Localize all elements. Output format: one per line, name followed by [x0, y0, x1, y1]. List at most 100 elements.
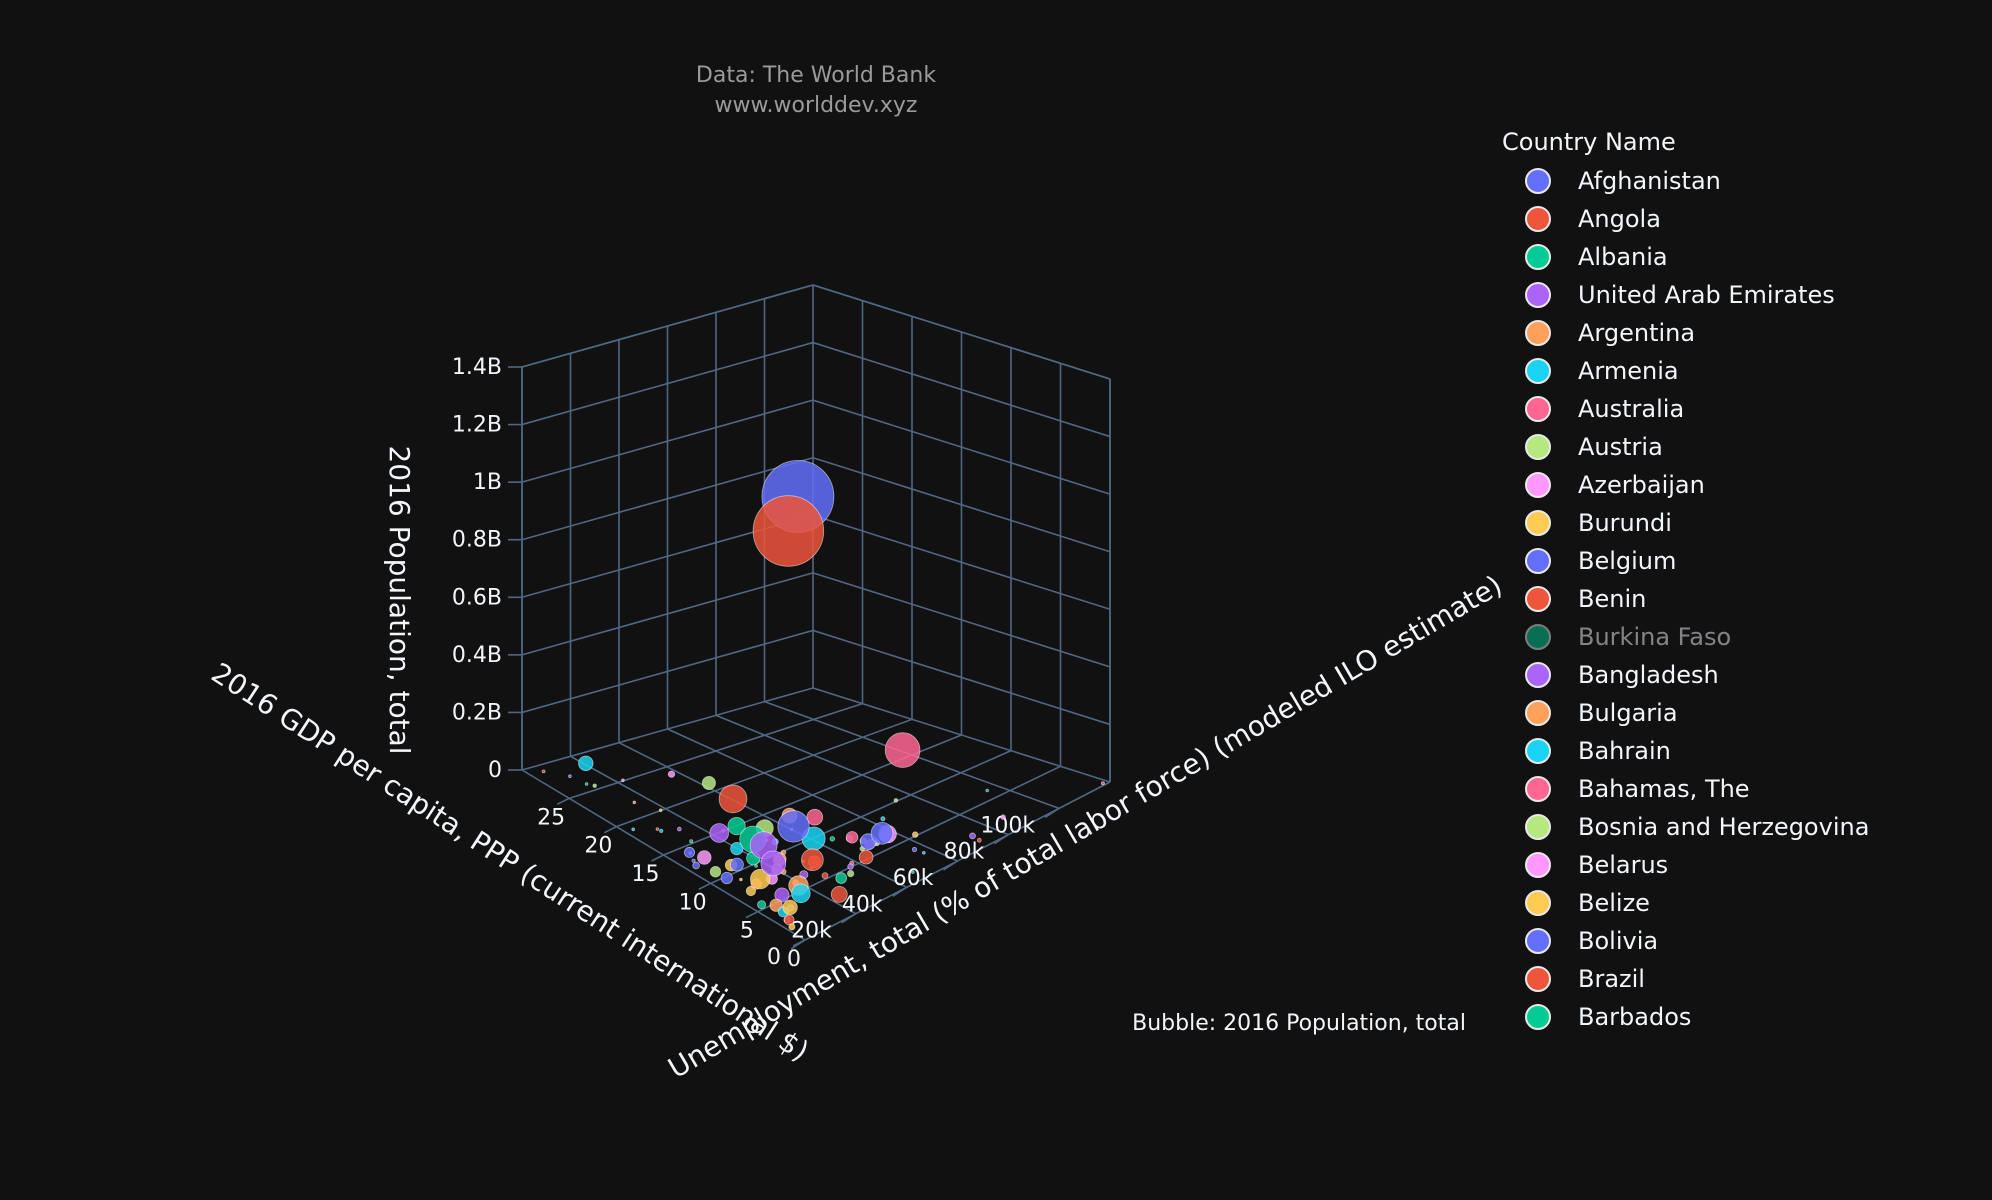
bubble[interactable]	[621, 778, 625, 783]
legend-marker	[1525, 358, 1551, 384]
bubble[interactable]	[541, 769, 546, 774]
bubble[interactable]	[757, 900, 767, 910]
legend-item[interactable]: Barbados	[1525, 1003, 1691, 1031]
bubble[interactable]	[692, 861, 700, 870]
bubble[interactable]	[777, 810, 810, 843]
legend-label: Argentina	[1578, 319, 1695, 347]
bubble[interactable]	[750, 868, 771, 890]
bubble[interactable]	[658, 808, 663, 812]
bubble-bangladesh[interactable]	[760, 850, 787, 877]
credit-line-1: Data: The World Bank	[696, 63, 936, 88]
legend: Country Name Afghanistan Angola Albania Uni…	[1502, 128, 1869, 1031]
bubble-burundi[interactable]	[788, 923, 796, 931]
bubble-united-arab-emirates[interactable]	[969, 832, 976, 840]
legend-item[interactable]: Brazil	[1525, 965, 1645, 993]
bubble[interactable]	[783, 914, 795, 926]
y-tick-label: 15	[632, 862, 660, 887]
bubble-size-note: Bubble: 2016 Population, total	[1132, 1011, 1466, 1036]
x-tick-label: 0	[767, 945, 781, 970]
bubble[interactable]	[1100, 781, 1105, 786]
bubble[interactable]	[709, 866, 722, 878]
legend-item[interactable]: Albania	[1525, 243, 1668, 271]
bubble[interactable]	[684, 846, 696, 858]
bubble-bahrain[interactable]	[911, 870, 915, 874]
bubble[interactable]	[921, 850, 926, 855]
z-back-gridline	[521, 399, 814, 483]
bubble[interactable]	[709, 823, 729, 843]
bubble[interactable]	[847, 863, 854, 870]
bubble[interactable]	[691, 858, 696, 863]
legend-item[interactable]: Afghanistan	[1525, 167, 1721, 195]
bubble[interactable]	[830, 886, 848, 903]
legend-item[interactable]: Belarus	[1525, 851, 1668, 879]
legend-item[interactable]: Bosnia and Herzegovina	[1525, 813, 1869, 841]
bubble[interactable]	[667, 770, 676, 778]
bubble[interactable]	[697, 850, 712, 865]
bubble[interactable]	[911, 846, 918, 853]
bubble[interactable]	[791, 883, 811, 904]
legend-item[interactable]: Argentina	[1525, 319, 1695, 347]
bubble[interactable]	[845, 831, 859, 844]
legend-item[interactable]: Bolivia	[1525, 927, 1658, 955]
legend-item[interactable]: Burundi	[1525, 509, 1672, 537]
legend-item[interactable]: Burkina Faso	[1525, 623, 1731, 651]
legend-item[interactable]: Bahrain	[1525, 737, 1671, 765]
bubble[interactable]	[584, 782, 589, 786]
bubble[interactable]	[730, 857, 744, 872]
legend-item[interactable]: United Arab Emirates	[1525, 281, 1835, 309]
bubble[interactable]	[752, 495, 825, 567]
bubble[interactable]	[727, 816, 746, 836]
bubble[interactable]	[632, 800, 637, 805]
bubble[interactable]	[806, 808, 824, 826]
bubble[interactable]	[801, 848, 824, 871]
z-back-gridline	[521, 341, 814, 426]
legend-item[interactable]: Australia	[1525, 395, 1684, 423]
bubble[interactable]	[745, 885, 757, 897]
bubble[interactable]	[1000, 814, 1006, 820]
bubble[interactable]	[846, 869, 855, 878]
bubble[interactable]	[578, 755, 594, 772]
bubble[interactable]	[893, 798, 899, 803]
legend-item[interactable]: Angola	[1525, 205, 1661, 233]
bubble[interactable]	[701, 776, 716, 791]
bubble[interactable]	[884, 732, 921, 768]
bubble[interactable]	[912, 831, 919, 838]
legend-item[interactable]: Austria	[1525, 433, 1663, 461]
bubble-bosnia-and-herzegovina[interactable]	[592, 783, 597, 788]
bubble[interactable]	[829, 836, 835, 842]
legend-marker	[1525, 206, 1551, 232]
box-edge	[521, 284, 814, 368]
bubble-belize[interactable]	[739, 877, 743, 882]
scene-3d[interactable]: 020k40k60k80k100k051015202500.2B0.4B0.6B…	[452, 284, 1111, 972]
y-floor-gridline	[568, 702, 863, 800]
legend-marker	[1525, 282, 1551, 308]
tick-labels: 020k40k60k80k100k051015202500.2B0.4B0.6B…	[452, 355, 1036, 972]
bubble[interactable]	[568, 774, 572, 778]
legend-item[interactable]: Belize	[1525, 889, 1650, 917]
legend-item[interactable]: Benin	[1525, 585, 1646, 613]
legend-item[interactable]: Bahamas, The	[1525, 775, 1750, 803]
legend-item[interactable]: Bulgaria	[1525, 699, 1678, 727]
legend-marker	[1525, 890, 1551, 916]
legend-item[interactable]: Armenia	[1525, 357, 1679, 385]
bubble[interactable]	[985, 788, 989, 793]
bubble[interactable]	[821, 872, 829, 879]
bubble[interactable]	[870, 821, 894, 845]
legend-item[interactable]: Bangladesh	[1525, 661, 1719, 689]
bubble[interactable]	[835, 872, 847, 884]
bubble[interactable]	[880, 816, 886, 822]
bubble[interactable]	[655, 827, 660, 831]
legend-item[interactable]: Belgium	[1525, 547, 1676, 575]
bubble[interactable]	[676, 826, 682, 832]
bubble-armenia[interactable]	[659, 828, 664, 834]
bubble-albania[interactable]	[689, 839, 694, 844]
bubble-afghanistan[interactable]	[720, 871, 733, 885]
legend-item[interactable]: Azerbaijan	[1525, 471, 1705, 499]
bubble[interactable]	[631, 827, 635, 832]
bubble-brazil[interactable]	[718, 784, 748, 814]
bubble[interactable]	[976, 837, 982, 843]
bubble[interactable]	[858, 849, 874, 865]
bubble[interactable]	[782, 899, 798, 916]
x-tick-label: 20k	[791, 919, 832, 944]
